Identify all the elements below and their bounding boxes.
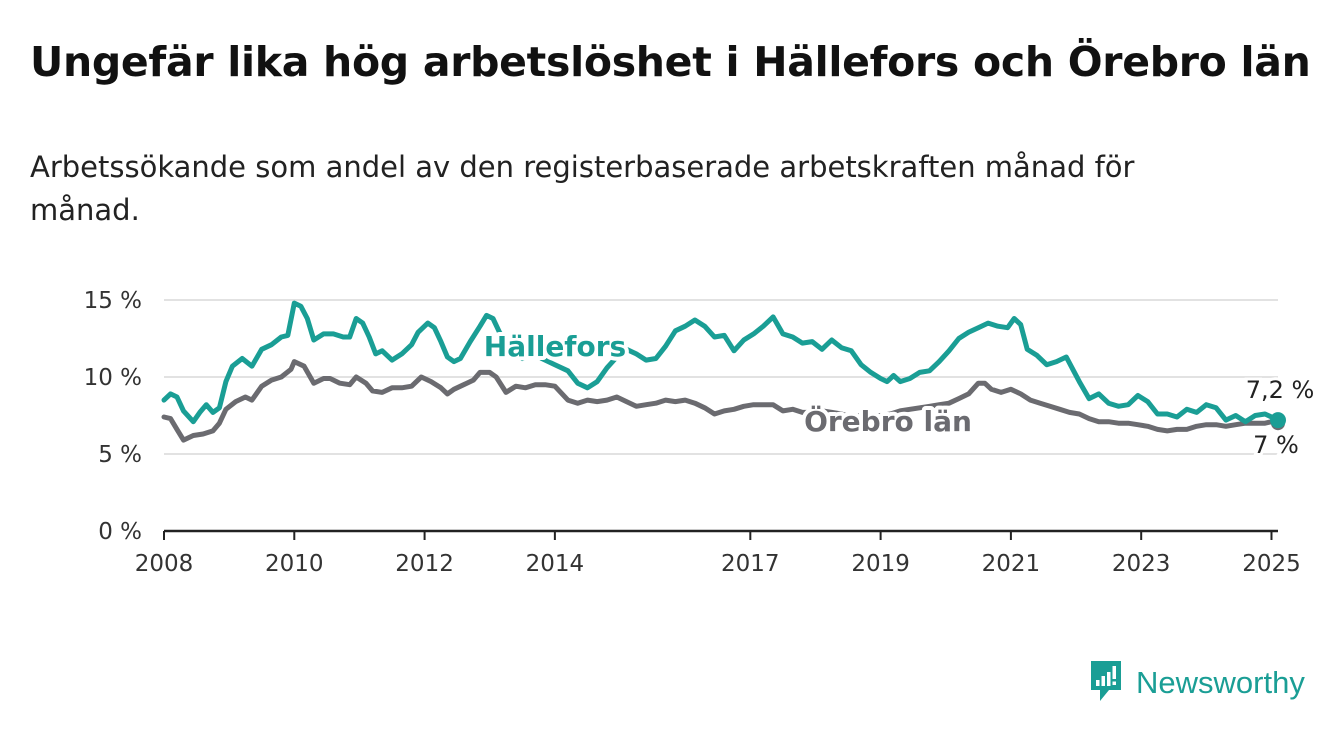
end-value-label: 7,2 % [1246,376,1315,404]
newsworthy-brand[interactable]: Newsworthy [1088,660,1305,706]
x-tick-label: 2014 [526,551,585,577]
series-lines [161,300,1281,443]
series-label: Örebro län [804,404,972,438]
hallefors-line [161,300,1281,425]
y-tick-label: 0 % [98,519,142,545]
x-tick-label: 2023 [1112,551,1171,577]
chart-subtitle: Arbetssökande som andel av den registerb… [30,150,1135,227]
x-tick-label: 2008 [135,551,194,577]
x-tick-label: 2021 [982,551,1041,577]
x-tick-label: 2010 [265,551,324,577]
x-tick-label: 2017 [721,551,780,577]
series-labels: Hällefors Örebro län 7,2 % 7 % [480,326,1318,462]
hallefors-end-point [1270,412,1286,429]
gridlines [164,299,1278,455]
x-tick-label: 2012 [395,551,454,577]
y-axis-labels: 0 % 5 % 10 % 15 % [84,288,142,545]
y-tick-label: 10 % [84,365,142,391]
y-tick-label: 15 % [84,288,142,314]
chart-title: Ungefär lika hög arbetslöshet i Hällefor… [30,38,1311,86]
x-tick-label: 2019 [851,551,910,577]
line-chart: 0 %5 %10 %15 % 2008 2010 2012 2014 2017 2019 2… [83,288,1318,577]
end-value-label: 7 % [1253,431,1299,459]
orebro-line [161,359,1281,443]
newsworthy-logo-icon [1088,658,1124,708]
x-tick-label: 2025 [1242,551,1301,577]
x-axis: 2008 2010 2012 2014 2017 2019 2021 2023 2025 [135,529,1301,577]
series-label: Hällefors [484,330,626,363]
y-tick-label: 5 % [98,442,142,468]
brand-name: Newsworthy [1136,665,1305,700]
